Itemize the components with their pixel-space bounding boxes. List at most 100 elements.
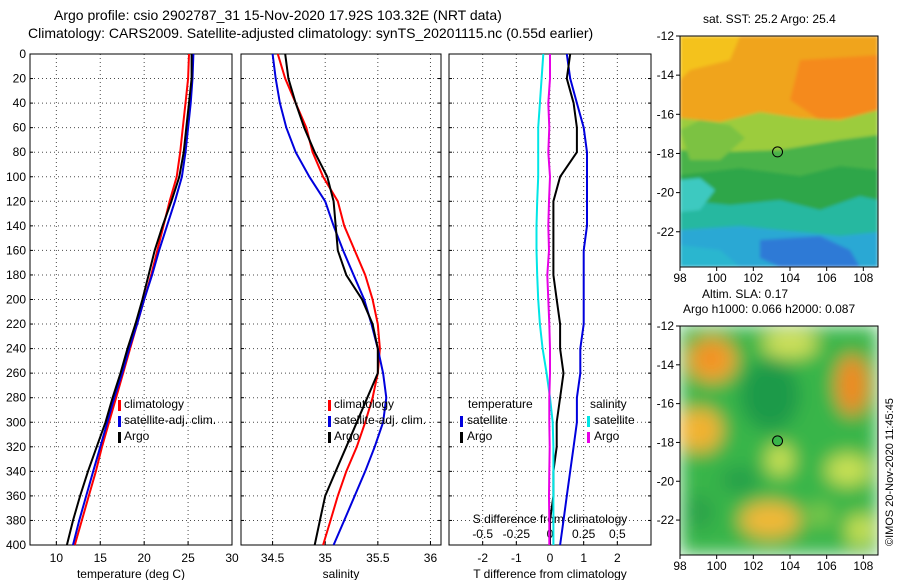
y-tick-label: 220 — [6, 317, 26, 331]
title-line-2: Climatology: CARS2009. Satellite-adjuste… — [28, 25, 593, 41]
sla-map-frame — [679, 325, 879, 556]
map-x-tick-label: 108 — [853, 559, 873, 573]
x-tick-label: 15 — [94, 551, 108, 565]
sst-map-title: sat. SST: 25.2 Argo: 25.4 — [703, 12, 836, 26]
map-y-tick-label: -16 — [657, 107, 675, 121]
legend-swatch-satellite — [118, 416, 121, 427]
x-tick-label: 35 — [319, 551, 333, 565]
x-tick-label: -2 — [477, 551, 488, 565]
difference-legend: temperature satellite Argo salinity sate… — [460, 397, 635, 443]
map-y-tick-label: -16 — [657, 397, 675, 411]
series-line-argo — [65, 54, 193, 546]
y-tick-label: 180 — [6, 268, 26, 282]
legend-label-sal-argo: Argo — [594, 429, 620, 443]
map-x-tick-label: 104 — [780, 559, 800, 573]
x2-tick-label: -0.25 — [503, 527, 531, 541]
map-y-tick-label: -20 — [657, 186, 675, 200]
sla-map-axes: 98 100 102 104 106 108 -12 -14 -16 -18 -20 -22 — [657, 319, 874, 573]
legend-title-salinity: salinity — [590, 397, 627, 411]
sla-map-title: Altim. SLA: 0.17 — [702, 287, 788, 301]
x-tick-label: 1 — [580, 551, 587, 565]
y-tick-label: 380 — [6, 513, 26, 527]
legend-label-satellite: satellite-adj. clim. — [334, 413, 426, 427]
map-x-tick-label: 108 — [853, 271, 873, 285]
x2-tick-label: 0.25 — [572, 527, 596, 541]
y-tick-label: 40 — [13, 96, 27, 110]
y-tick-label: 0 — [19, 47, 26, 61]
legend-swatch-argo — [118, 432, 121, 443]
salinity-legend: climatology satellite-adj. clim. Argo — [328, 397, 426, 443]
legend-swatch-argo — [328, 432, 331, 443]
y-tick-label: 280 — [6, 391, 26, 405]
series-line-temperature-satellite — [559, 53, 588, 546]
x-axis-label: salinity — [323, 567, 360, 580]
map-y-tick-label: -12 — [657, 319, 675, 333]
y-tick-label: 20 — [13, 72, 27, 86]
sst-map — [680, 36, 878, 267]
y-tick-label: 160 — [6, 243, 26, 257]
map-x-tick-label: 106 — [817, 271, 837, 285]
x-tick-label: -1 — [511, 551, 522, 565]
legend-label-temp-argo: Argo — [467, 429, 493, 443]
salinity-panel: 34.5 35 35.5 36 salinity — [240, 53, 442, 580]
x-tick-label: 0 — [547, 551, 554, 565]
sla-map — [680, 326, 878, 555]
legend-swatch-climatology — [328, 400, 331, 411]
sla-argo-marker — [772, 435, 784, 447]
legend-swatch-satellite — [328, 416, 331, 427]
plot-frame — [29, 53, 233, 546]
series-line-argo — [284, 53, 379, 546]
y-tick-label: 260 — [6, 366, 26, 380]
map-x-tick-label: 98 — [673, 559, 687, 573]
series-line-climatology — [73, 53, 190, 546]
map-y-tick-label: -14 — [657, 358, 675, 372]
x-tick-label: 36 — [424, 551, 438, 565]
y-tick-label: 400 — [6, 538, 26, 552]
difference-panel: -2 -1 0 1 2-0.5 -0.25 0 0.25 0.5S difference fro… — [448, 53, 652, 580]
temperature-panel: 10 15 20 25 30020406080100120140160180200220… — [6, 47, 239, 580]
legend-label-argo: Argo — [334, 429, 360, 443]
x-axis-label: temperature (deg C) — [77, 567, 185, 580]
legend-label-sal-satellite: satellite — [594, 413, 635, 427]
legend-swatch-temp-satellite — [460, 416, 463, 427]
x-tick-label: 20 — [137, 551, 151, 565]
sla-map-subtitle: Argo h1000: 0.066 h2000: 0.087 — [683, 302, 855, 316]
map-y-tick-label: -14 — [657, 68, 675, 82]
y-tick-label: 240 — [6, 342, 26, 356]
legend-swatch-sal-satellite — [587, 416, 590, 427]
temperature-legend: climatology satellite-adj. clim. Argo — [118, 397, 216, 443]
plot-frame — [240, 53, 442, 546]
map-x-tick-label: 100 — [707, 271, 727, 285]
sst-argo-marker — [772, 146, 784, 158]
y-tick-label: 340 — [6, 464, 26, 478]
x2-tick-label: 0.5 — [609, 527, 626, 541]
sst-map-frame — [679, 35, 879, 268]
map-y-tick-label: -22 — [657, 513, 675, 527]
legend-label-climatology: climatology — [124, 397, 184, 411]
sst-map-axes: 98 100 102 104 106 108 -12 -14 -16 -18 -20 -22 — [657, 29, 874, 285]
y-tick-label: 80 — [13, 145, 27, 159]
map-x-tick-label: 104 — [780, 271, 800, 285]
map-x-tick-label: 102 — [743, 271, 763, 285]
y-tick-label: 300 — [6, 415, 26, 429]
x-tick-label: 2 — [614, 551, 621, 565]
legend-swatch-sal-argo — [587, 432, 590, 443]
map-x-tick-label: 100 — [707, 559, 727, 573]
map-x-tick-label: 102 — [743, 559, 763, 573]
imos-credit: ©IMOS 20-Nov-2020 11:45:45 — [884, 398, 896, 546]
x-axis-label: T difference from climatology — [473, 567, 627, 580]
y-tick-label: 100 — [6, 170, 26, 184]
legend-label-climatology: climatology — [334, 397, 394, 411]
series-line-satellite-adj-clim- — [72, 53, 195, 546]
legend-swatch-climatology — [118, 400, 121, 411]
series-line-salinity-satellite — [535, 53, 555, 545]
legend-title-temperature: temperature — [468, 397, 533, 411]
map-y-tick-label: -12 — [657, 29, 675, 43]
y-tick-label: 360 — [6, 489, 26, 503]
y-tick-label: 200 — [6, 293, 26, 307]
x-tick-label: 34.5 — [261, 551, 285, 565]
series-line-satellite-adj-clim- — [271, 53, 388, 546]
map-y-tick-label: -18 — [657, 435, 675, 449]
y-tick-label: 140 — [6, 219, 26, 233]
